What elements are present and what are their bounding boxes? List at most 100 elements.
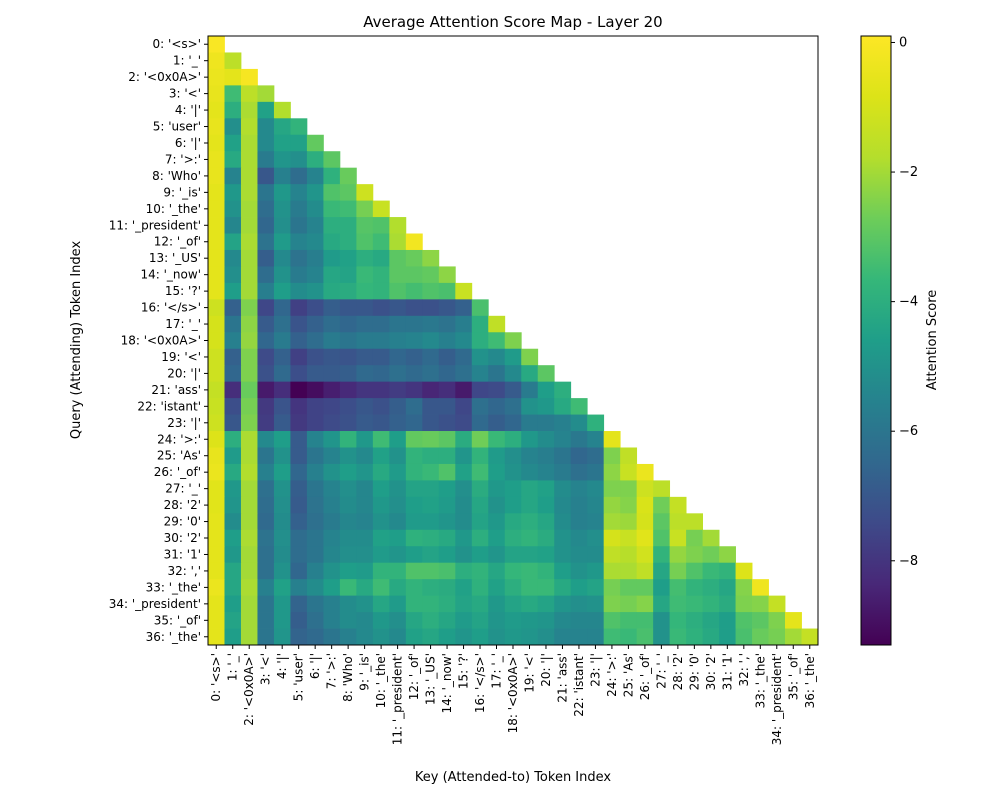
heatmap-cell	[339, 381, 357, 399]
x-tick-label: 3: '<'	[259, 653, 273, 685]
heatmap-cell	[240, 447, 258, 465]
heatmap-cell	[603, 562, 621, 580]
x-tick-label: 17: '_'	[490, 653, 504, 689]
heatmap-cell	[208, 134, 225, 152]
heatmap-cell	[471, 463, 489, 481]
heatmap-cell	[290, 332, 308, 350]
heatmap-cell	[653, 480, 671, 498]
heatmap-cell	[224, 595, 242, 613]
heatmap-cell	[405, 282, 423, 300]
heatmap-cell	[323, 612, 341, 629]
heatmap-cell	[438, 496, 456, 514]
heatmap-cell	[323, 496, 341, 514]
heatmap-cell	[537, 628, 555, 646]
x-tick-label: 2: '<0x0A>'	[242, 653, 256, 726]
heatmap-cell	[240, 167, 258, 185]
heatmap-cell	[620, 579, 638, 597]
heatmap-cell	[372, 266, 390, 284]
x-tick-label: 11: '_president'	[391, 653, 405, 745]
heatmap-cell	[603, 480, 621, 498]
heatmap-cell	[389, 529, 407, 547]
heatmap-cell	[356, 398, 374, 415]
heatmap-cell	[356, 200, 374, 218]
heatmap-cell	[257, 480, 275, 498]
heatmap-cell	[339, 595, 357, 613]
heatmap-cell	[208, 52, 225, 70]
heatmap-cell	[488, 562, 506, 580]
heatmap-cell	[686, 595, 703, 613]
heatmap-cell	[686, 562, 703, 580]
y-tick-label: 28: '2'	[164, 498, 201, 512]
heatmap-cell	[323, 184, 341, 201]
heatmap-cell	[537, 431, 555, 448]
heatmap-cell	[471, 332, 489, 350]
heatmap-cell	[306, 628, 324, 646]
heatmap-cell	[521, 414, 539, 432]
heatmap-cell	[306, 381, 324, 399]
heatmap-cell	[224, 184, 242, 201]
heatmap-cell	[389, 365, 407, 383]
heatmap-cell	[224, 68, 242, 86]
heatmap-cell	[504, 480, 522, 498]
heatmap-cell	[488, 315, 506, 333]
heatmap-cell	[306, 315, 324, 333]
heatmap-cell	[702, 546, 720, 564]
heatmap-cell	[471, 546, 489, 564]
y-tick-label: 13: '_US'	[149, 251, 201, 265]
heatmap-cell	[636, 562, 654, 580]
x-tick-label: 23: '|'	[588, 653, 602, 687]
heatmap-cell	[471, 480, 489, 498]
heatmap-cell	[455, 332, 473, 350]
heatmap-cell	[323, 480, 341, 498]
heatmap-cell	[339, 546, 357, 564]
heatmap-cell	[290, 529, 308, 547]
heatmap-cell	[208, 167, 225, 185]
heatmap-cell	[208, 447, 225, 465]
heatmap-cell	[471, 595, 489, 613]
heatmap-cell	[306, 546, 324, 564]
heatmap-cell	[372, 381, 390, 399]
heatmap-cell	[653, 612, 671, 629]
heatmap-cell	[389, 348, 407, 366]
heatmap-cell	[405, 315, 423, 333]
heatmap-cell	[471, 431, 489, 448]
heatmap-cell	[669, 546, 687, 564]
heatmap-cell	[290, 233, 308, 251]
heatmap-cell	[339, 167, 357, 185]
x-tick-label: 0: '<s>'	[209, 653, 223, 701]
heatmap-cell	[273, 431, 291, 448]
heatmap-cell	[669, 529, 687, 547]
heatmap-cell	[422, 348, 440, 366]
heatmap-cell	[356, 365, 374, 383]
heatmap-cell	[438, 365, 456, 383]
heatmap-cell	[422, 595, 440, 613]
heatmap-cell	[636, 496, 654, 514]
heatmap-cell	[306, 595, 324, 613]
heatmap-cell	[208, 463, 225, 481]
heatmap-cell	[273, 529, 291, 547]
y-tick-label: 17: '_'	[165, 317, 201, 331]
heatmap-cell	[323, 463, 341, 481]
heatmap-cell	[455, 365, 473, 383]
x-tick-label: 28: '2'	[671, 653, 685, 690]
heatmap-cell	[290, 414, 308, 432]
heatmap-cell	[208, 398, 225, 415]
x-tick-label: 36: '_the'	[803, 653, 817, 708]
heatmap-cell	[405, 562, 423, 580]
heatmap-cell	[537, 381, 555, 399]
heatmap-cell	[290, 463, 308, 481]
y-tick-label: 3: '<'	[169, 87, 201, 101]
heatmap-cell	[372, 431, 390, 448]
heatmap-cell	[686, 546, 703, 564]
heatmap-cell	[208, 332, 225, 350]
heatmap-cell	[240, 85, 258, 103]
heatmap-cell	[471, 315, 489, 333]
heatmap-cell	[438, 529, 456, 547]
heatmap-cell	[785, 628, 802, 646]
heatmap-cell	[224, 365, 242, 383]
heatmap-cell	[422, 513, 440, 531]
heatmap-cell	[372, 562, 390, 580]
heatmap-cell	[224, 463, 242, 481]
heatmap-cell	[323, 447, 341, 465]
heatmap-cell	[306, 398, 324, 415]
